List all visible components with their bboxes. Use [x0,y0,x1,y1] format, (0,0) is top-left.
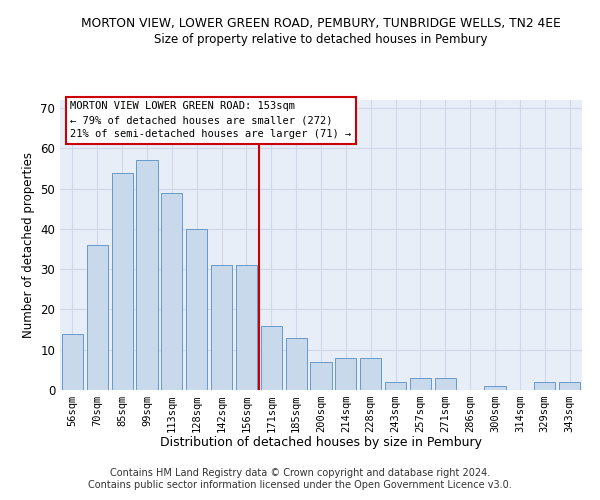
Bar [261,326,282,390]
Text: MORTON VIEW, LOWER GREEN ROAD, PEMBURY, TUNBRIDGE WELLS, TN2 4EE: MORTON VIEW, LOWER GREEN ROAD, PEMBURY, … [81,18,561,30]
Bar [136,160,158,390]
Text: Contains public sector information licensed under the Open Government Licence v3: Contains public sector information licen… [88,480,512,490]
Text: Contains HM Land Registry data © Crown copyright and database right 2024.: Contains HM Land Registry data © Crown c… [110,468,490,477]
Bar [484,386,506,390]
Text: MORTON VIEW LOWER GREEN ROAD: 153sqm
← 79% of detached houses are smaller (272)
: MORTON VIEW LOWER GREEN ROAD: 153sqm ← 7… [70,102,352,140]
Bar [161,192,182,390]
Bar [236,265,257,390]
Bar [410,378,431,390]
Bar [112,172,133,390]
Bar [435,378,456,390]
Bar [335,358,356,390]
Bar [211,265,232,390]
Bar [186,229,207,390]
Bar [385,382,406,390]
Bar [360,358,381,390]
Bar [534,382,555,390]
Text: Size of property relative to detached houses in Pembury: Size of property relative to detached ho… [154,32,488,46]
Bar [286,338,307,390]
Text: Distribution of detached houses by size in Pembury: Distribution of detached houses by size … [160,436,482,449]
Y-axis label: Number of detached properties: Number of detached properties [22,152,35,338]
Bar [559,382,580,390]
Bar [87,245,108,390]
Bar [310,362,332,390]
Bar [62,334,83,390]
